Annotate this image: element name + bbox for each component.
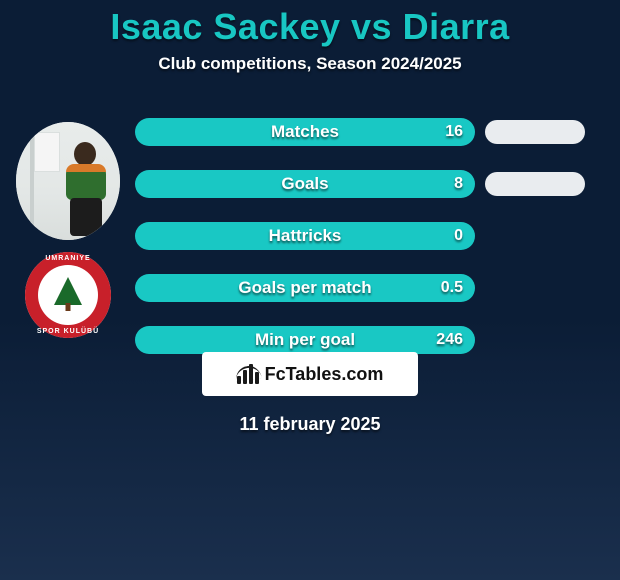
stat-row: Goals8	[135, 170, 595, 198]
brand-pill: FcTables.com	[202, 352, 418, 396]
subtitle: Club competitions, Season 2024/2025	[158, 54, 461, 74]
stat-label: Goals per match	[135, 278, 475, 298]
stat-bar-right	[485, 172, 585, 196]
content-root: Isaac Sackey vs Diarra Club competitions…	[0, 0, 620, 580]
footer: FcTables.com 11 february 2025	[0, 352, 620, 435]
player-column: UMRANIYE SPOR KULÜBÜ	[8, 122, 128, 338]
stat-row: Goals per match0.5	[135, 274, 595, 302]
date-text: 11 february 2025	[239, 414, 380, 435]
stat-bar-left: Goals8	[135, 170, 475, 198]
badge-text-top: UMRANIYE	[25, 255, 111, 262]
stat-value-left: 0	[454, 227, 463, 245]
club-badge: UMRANIYE SPOR KULÜBÜ	[25, 252, 111, 338]
stat-label: Matches	[135, 122, 475, 142]
stat-row: Matches16	[135, 118, 595, 146]
stat-label: Min per goal	[135, 330, 475, 350]
brand-icon	[237, 364, 259, 384]
stat-label: Goals	[135, 174, 475, 194]
stat-bar-left: Min per goal246	[135, 326, 475, 354]
stat-label: Hattricks	[135, 226, 475, 246]
stat-bar-right	[485, 120, 585, 144]
stat-value-left: 0.5	[441, 279, 463, 297]
player-avatar	[16, 122, 120, 240]
stat-value-left: 8	[454, 175, 463, 193]
stat-value-left: 246	[436, 331, 463, 349]
stat-row: Min per goal246	[135, 326, 595, 354]
stat-value-left: 16	[445, 123, 463, 141]
stats-list: Matches16 Goals8 Hattricks0 Goals per match…	[135, 118, 595, 354]
stat-bar-left: Hattricks0	[135, 222, 475, 250]
page-title: Isaac Sackey vs Diarra	[110, 6, 509, 48]
stat-bar-left: Matches16	[135, 118, 475, 146]
badge-text-bottom: SPOR KULÜBÜ	[25, 328, 111, 335]
stat-row: Hattricks0	[135, 222, 595, 250]
stat-bar-left: Goals per match0.5	[135, 274, 475, 302]
brand-text: FcTables.com	[265, 364, 384, 385]
